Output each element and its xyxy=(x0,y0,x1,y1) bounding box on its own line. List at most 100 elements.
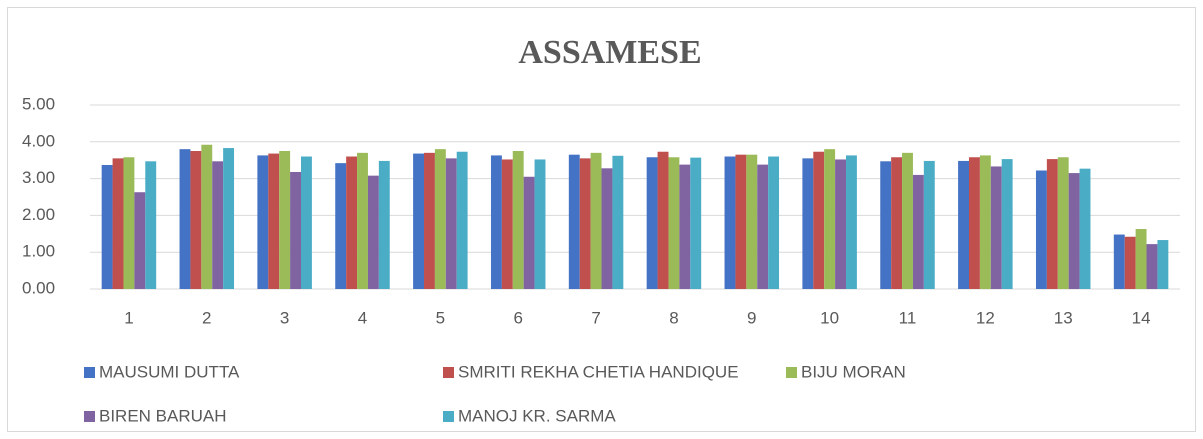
bar xyxy=(413,153,425,289)
y-tick-label: 3.00 xyxy=(22,168,55,187)
x-tick-label: 12 xyxy=(976,308,995,327)
bar xyxy=(568,154,580,289)
y-tick-label: 4.00 xyxy=(22,131,55,150)
bar xyxy=(534,159,546,289)
y-tick-label: 0.00 xyxy=(22,278,55,297)
legend-swatch xyxy=(84,367,95,378)
bar xyxy=(123,157,135,289)
bar xyxy=(490,155,502,289)
bar xyxy=(112,158,124,289)
bar xyxy=(1001,159,1013,289)
bar xyxy=(223,148,235,289)
x-tick-label: 9 xyxy=(747,308,756,327)
bar xyxy=(134,192,146,289)
bar xyxy=(880,161,892,289)
x-tick-label: 2 xyxy=(202,308,211,327)
bar xyxy=(523,176,535,289)
x-tick-label: 8 xyxy=(669,308,678,327)
bar xyxy=(891,157,903,289)
bar xyxy=(456,151,468,289)
bar xyxy=(724,156,736,289)
bar xyxy=(646,157,658,289)
bar xyxy=(802,158,814,289)
x-tick-label: 3 xyxy=(280,308,289,327)
legend-label: SMRITI REKHA CHETIA HANDIQUE xyxy=(458,362,739,381)
bar xyxy=(378,160,390,289)
bar xyxy=(1057,157,1069,289)
x-tick-label: 5 xyxy=(436,308,445,327)
bar xyxy=(1113,234,1125,289)
bar xyxy=(1146,244,1158,289)
bar xyxy=(179,149,191,289)
bar xyxy=(735,154,747,289)
legend-label: MANOJ KR. SARMA xyxy=(458,406,616,425)
bar xyxy=(300,156,312,289)
bar xyxy=(657,151,669,289)
bar xyxy=(1079,168,1091,289)
bar xyxy=(367,175,379,289)
bar xyxy=(835,159,846,289)
x-tick-label: 10 xyxy=(820,308,839,327)
x-tick-label: 4 xyxy=(358,308,367,327)
bar xyxy=(145,161,157,289)
bar xyxy=(1046,159,1058,289)
bar xyxy=(268,153,280,289)
x-tick-label: 6 xyxy=(513,308,522,327)
bar xyxy=(612,155,624,289)
legend-swatch xyxy=(443,411,454,422)
bar xyxy=(746,154,758,289)
x-tick-label: 13 xyxy=(1054,308,1073,327)
bar xyxy=(445,158,457,289)
bar xyxy=(969,157,980,289)
bar xyxy=(1135,229,1147,289)
bar xyxy=(690,157,702,289)
bar xyxy=(346,156,358,289)
legend-swatch xyxy=(443,367,454,378)
bar xyxy=(912,174,924,289)
bar xyxy=(357,152,368,289)
bar xyxy=(501,159,513,289)
bar xyxy=(424,152,435,289)
bar xyxy=(990,166,1002,289)
bar xyxy=(290,171,301,289)
bar xyxy=(212,161,224,289)
x-tick-label: 7 xyxy=(591,308,600,327)
bar xyxy=(190,151,202,289)
bar xyxy=(668,157,680,289)
bar xyxy=(434,149,446,289)
bar xyxy=(279,151,291,289)
bar xyxy=(923,160,935,289)
bar xyxy=(101,164,113,289)
bar xyxy=(768,156,780,289)
bar xyxy=(902,152,913,289)
bar xyxy=(257,155,269,289)
bar xyxy=(512,151,524,289)
legend-label: MAUSUMI DUTTA xyxy=(99,362,240,381)
bar xyxy=(679,164,691,289)
bar xyxy=(757,164,769,289)
legend-swatch xyxy=(84,411,95,422)
bar xyxy=(601,168,613,289)
legend-swatch xyxy=(786,367,797,378)
x-tick-label: 11 xyxy=(899,308,917,327)
x-tick-label: 14 xyxy=(1132,308,1151,327)
bar xyxy=(579,158,591,289)
bar xyxy=(813,151,825,289)
y-tick-label: 1.00 xyxy=(22,242,55,261)
bar xyxy=(979,155,991,289)
bar xyxy=(1157,240,1169,289)
y-tick-label: 2.00 xyxy=(22,205,55,224)
y-tick-label: 5.00 xyxy=(22,94,55,113)
bar xyxy=(201,144,213,289)
legend-label: BIJU MORAN xyxy=(801,362,906,381)
legend-label: BIREN BARUAH xyxy=(99,406,227,425)
x-tick-label: 1 xyxy=(124,308,133,327)
bar xyxy=(1124,236,1136,289)
bar xyxy=(590,152,602,289)
bar xyxy=(335,163,347,289)
bar xyxy=(824,149,836,289)
bar xyxy=(1035,170,1047,289)
bar xyxy=(845,155,857,289)
bar xyxy=(1068,173,1080,289)
